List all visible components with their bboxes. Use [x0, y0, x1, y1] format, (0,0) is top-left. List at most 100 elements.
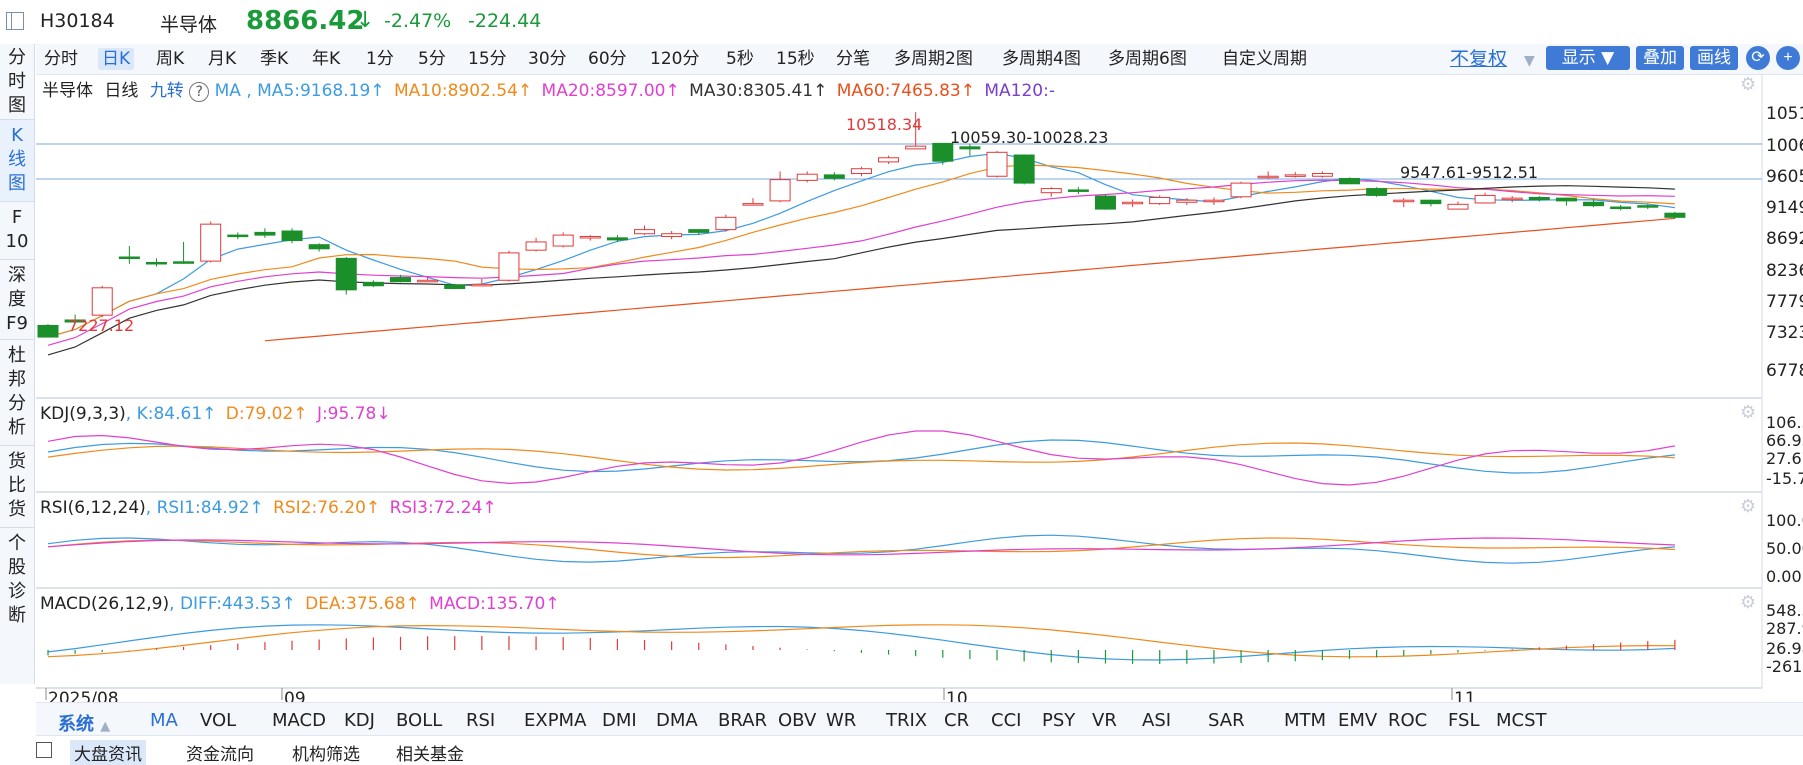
indicator-dmi[interactable]: DMI	[602, 710, 637, 731]
indicator-roc[interactable]: ROC	[1388, 710, 1428, 731]
indicator-ma[interactable]: MA	[150, 710, 178, 731]
indicator-brar[interactable]: BRAR	[718, 710, 767, 731]
sidebar-item-dupont[interactable]: 杜 邦 分 析	[0, 340, 34, 446]
indicator-sar[interactable]: SAR	[1208, 710, 1245, 731]
indicator-macd[interactable]: MACD	[272, 710, 326, 731]
candle-body	[905, 145, 927, 150]
stock-name: 半导体	[160, 14, 218, 36]
indicator-emv[interactable]: EMV	[1338, 710, 1378, 731]
candle-body	[362, 281, 384, 287]
display-button[interactable]: 显示 ▼	[1546, 46, 1630, 70]
period-30min[interactable]: 30分	[528, 49, 567, 69]
rsi-2-line	[47, 537, 1675, 559]
multi-period-6[interactable]: 多周期6图	[1108, 49, 1187, 69]
indicator-vr[interactable]: VR	[1092, 710, 1117, 731]
macd-legend: MACD(26,12,9), DIFF:443.53↑ DEA:375.68↑ …	[40, 594, 560, 614]
price-annotation: 10059.30-10028.23	[950, 128, 1108, 147]
overlay-button[interactable]: 叠加	[1636, 46, 1684, 70]
candle-body	[525, 241, 547, 251]
period-15min[interactable]: 15分	[468, 49, 507, 69]
indicator-vol[interactable]: VOL	[200, 710, 237, 731]
ma5-line	[47, 152, 1675, 338]
candle-body	[688, 229, 710, 233]
period-60min[interactable]: 60分	[588, 49, 627, 69]
sidebar-item-compare[interactable]: 货 比 货	[0, 446, 34, 528]
tab-fund-flow[interactable]: 资金流向	[186, 745, 254, 764]
period-tick[interactable]: 分笔	[836, 49, 870, 69]
plus-icon[interactable]: +	[1776, 46, 1800, 70]
down-arrow-icon: ↓	[356, 8, 375, 33]
period-day[interactable]: 日K	[98, 48, 135, 70]
indicator-fsl[interactable]: FSL	[1448, 710, 1480, 731]
rsi-2: RSI2:76.20↑	[273, 498, 381, 518]
y-tick-label: 27.67	[1766, 449, 1803, 468]
candle-body	[308, 244, 330, 250]
period-15sec[interactable]: 15秒	[776, 49, 815, 69]
help-icon[interactable]: ?	[189, 82, 210, 102]
period-week[interactable]: 周K	[156, 49, 185, 69]
period-timeshare[interactable]: 分时	[44, 49, 78, 69]
adjust-select[interactable]: 不复权	[1450, 48, 1508, 70]
candle-body	[1366, 188, 1388, 196]
kdj-legend: KDJ(9,3,3), K:84.61↑ D:79.02↑ J:95.78↓	[40, 404, 391, 424]
sidebar-item-diagnosis[interactable]: 个 股 诊 断	[8, 533, 26, 626]
period-month[interactable]: 月K	[208, 49, 237, 69]
draw-line-button[interactable]: 画线	[1690, 46, 1738, 70]
tab-related-funds[interactable]: 相关基金	[396, 745, 464, 764]
indicator-expma[interactable]: EXPMA	[524, 710, 587, 731]
candle-body	[91, 287, 113, 316]
period-5min[interactable]: 5分	[418, 49, 446, 69]
indicator-mcst[interactable]: MCST	[1496, 710, 1547, 731]
gear-icon[interactable]: ⚙	[1740, 496, 1757, 516]
indicator-obv[interactable]: OBV	[778, 710, 817, 731]
indicator-dma[interactable]: DMA	[656, 710, 698, 731]
indicator-asi[interactable]: ASI	[1142, 710, 1172, 731]
chevron-down-icon[interactable]: ▼	[1524, 53, 1535, 69]
jiuzhuan-toggle[interactable]: 九转	[149, 81, 184, 101]
checkbox[interactable]	[36, 742, 52, 758]
indicator-cr[interactable]: CR	[944, 710, 970, 731]
last-price: 8866.42	[246, 6, 365, 36]
left-sidebar: 分 时 图 K 线 图 F 10 深 度 F9 杜 邦 分 析 货 比 货 个 …	[0, 44, 35, 684]
sidebar-item-timeshare[interactable]: 分 时 图	[0, 44, 34, 120]
period-quarter[interactable]: 季K	[260, 49, 289, 69]
indicator-cci[interactable]: CCI	[991, 710, 1022, 731]
gear-icon[interactable]: ⚙	[1740, 402, 1757, 422]
indicator-trix[interactable]: TRIX	[886, 710, 928, 731]
stock-code: H30184	[40, 10, 115, 32]
candle-body	[715, 216, 737, 231]
candle-body	[1067, 189, 1089, 192]
sidebar-item-kline[interactable]: K 线 图	[0, 120, 34, 202]
gear-icon[interactable]: ⚙	[1740, 592, 1757, 612]
custom-period[interactable]: 自定义周期	[1222, 49, 1307, 69]
panel-period: 日线	[104, 81, 139, 101]
y-tick-label: 66.95	[1766, 431, 1803, 450]
period-1min[interactable]: 1分	[366, 49, 394, 69]
sidebar-item-f10[interactable]: F 10	[0, 202, 34, 260]
period-year[interactable]: 年K	[312, 49, 341, 69]
indicator-boll[interactable]: BOLL	[396, 710, 443, 731]
tab-institution[interactable]: 机构筛选	[292, 745, 360, 764]
indicator-mtm[interactable]: MTM	[1284, 710, 1327, 731]
candle-body	[1664, 212, 1686, 218]
period-120min[interactable]: 120分	[650, 49, 700, 69]
period-5sec[interactable]: 5秒	[726, 49, 754, 69]
candle-body	[634, 229, 656, 235]
multi-period-2[interactable]: 多周期2图	[894, 49, 973, 69]
refresh-icon[interactable]: ⟳	[1746, 46, 1770, 70]
panel-toggle-icon[interactable]	[6, 12, 24, 30]
indicator-wr[interactable]: WR	[826, 710, 857, 731]
kdj-d: D:79.02↑	[225, 404, 308, 424]
indicator-psy[interactable]: PSY	[1042, 710, 1076, 731]
tab-news[interactable]: 大盘资讯	[70, 740, 146, 765]
multi-period-4[interactable]: 多周期4图	[1002, 49, 1081, 69]
candle-body	[281, 230, 303, 242]
sidebar-item-f9[interactable]: 深 度 F9	[0, 260, 34, 340]
gear-icon[interactable]: ⚙	[1740, 74, 1757, 94]
candle-body	[498, 252, 520, 281]
indicator-rsi[interactable]: RSI	[466, 710, 496, 731]
indicator-kdj[interactable]: KDJ	[344, 710, 375, 731]
system-tab[interactable]: 系统 ▲	[58, 714, 111, 735]
y-tick-label: -15.7	[1766, 469, 1803, 488]
